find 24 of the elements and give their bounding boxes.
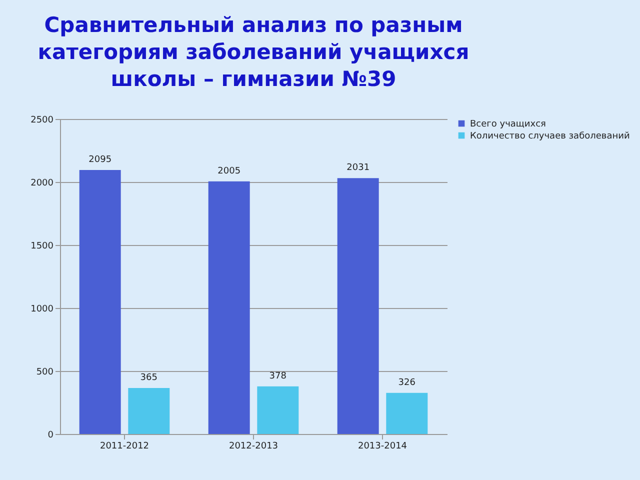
x-tick-label: 2013-2014 xyxy=(358,442,408,452)
y-tick-label: 500 xyxy=(36,368,54,378)
legend-label: Всего учащихся xyxy=(470,120,546,130)
bar xyxy=(128,388,170,434)
data-label: 378 xyxy=(269,371,287,382)
data-label: 2031 xyxy=(346,163,370,174)
y-tick-label: 0 xyxy=(48,430,54,440)
y-tick-label: 1500 xyxy=(30,242,54,252)
data-label: 365 xyxy=(140,373,158,384)
x-tick-label: 2012-2013 xyxy=(228,442,278,452)
y-tick-label: 1000 xyxy=(30,304,54,314)
data-label: 2005 xyxy=(218,166,241,176)
y-tick-label: 2500 xyxy=(30,116,54,126)
bar xyxy=(337,178,379,434)
x-tick-label: 2011-2012 xyxy=(100,442,150,452)
legend-label: Количество случаев заболеваний xyxy=(470,132,630,142)
bar xyxy=(208,181,250,434)
data-label: 2095 xyxy=(88,155,112,166)
bar xyxy=(257,386,299,434)
y-tick-label: 2000 xyxy=(30,178,54,188)
bar xyxy=(79,170,121,434)
data-label: 326 xyxy=(398,378,416,388)
chart-title: Сравнительный анализ по разным категориям заболеваний учащихся школы – гимназии №39 xyxy=(38,13,470,91)
bar xyxy=(386,392,428,434)
